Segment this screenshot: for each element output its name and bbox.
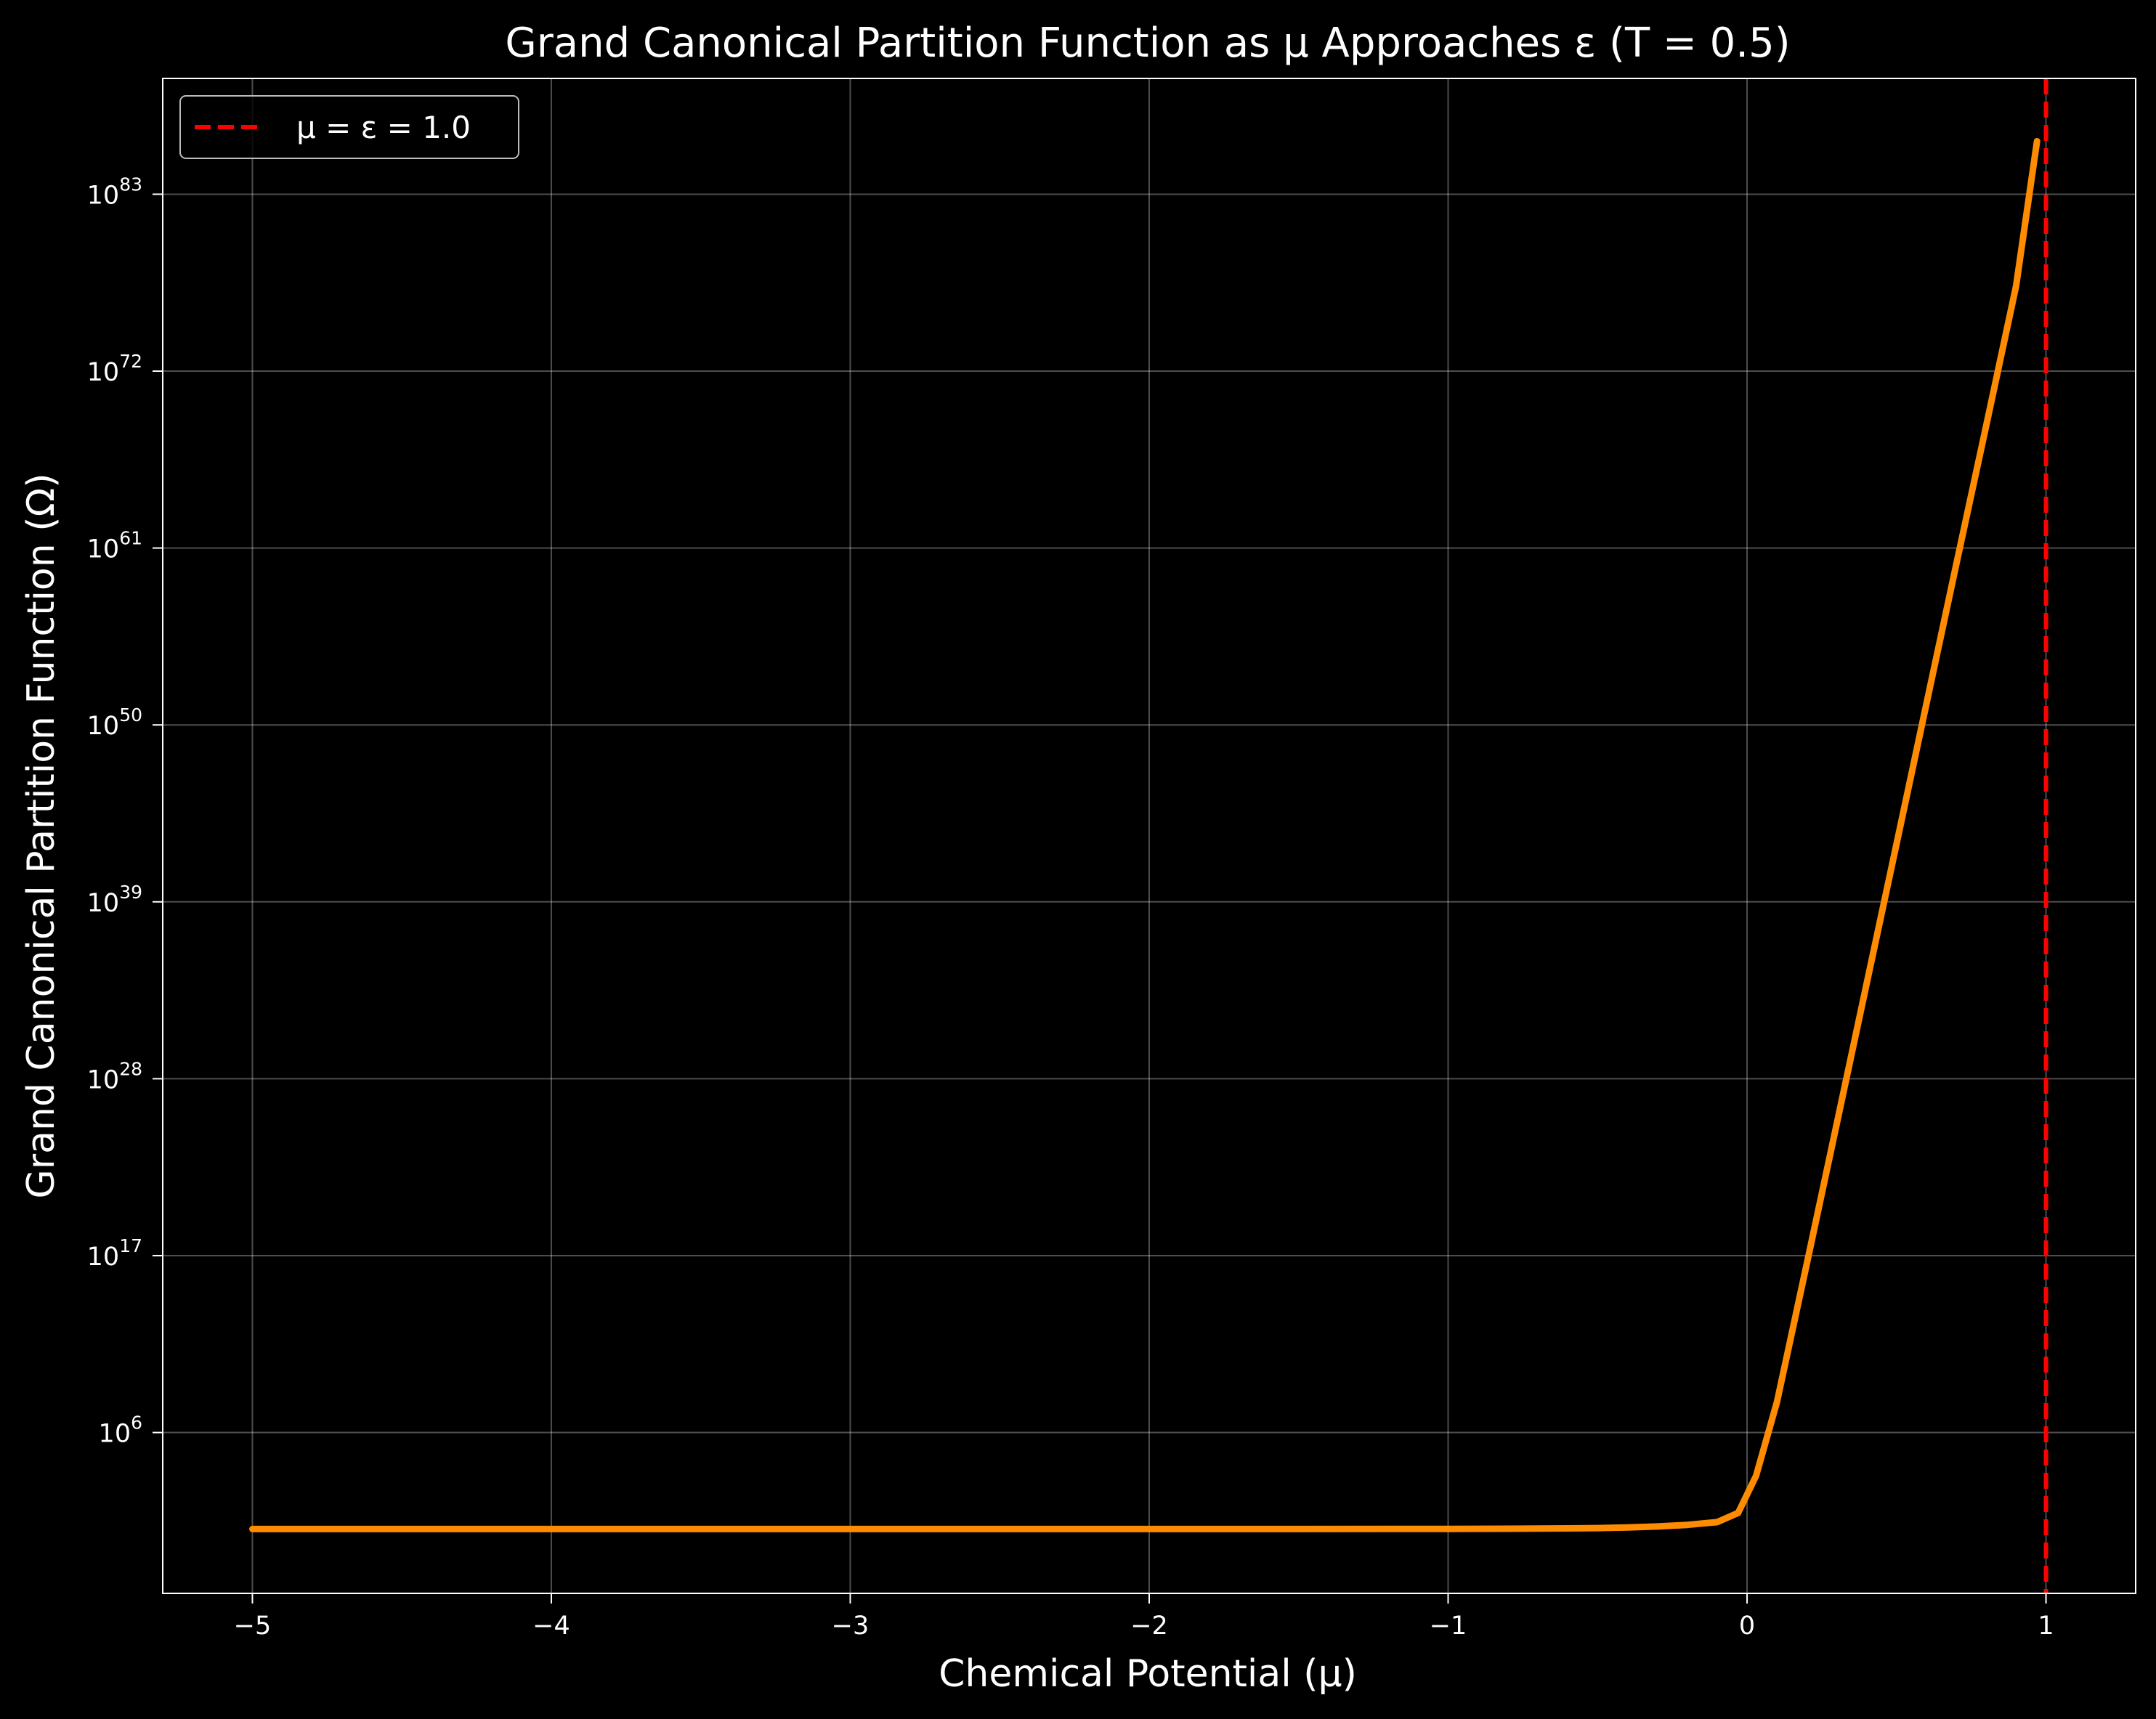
y-tick-label: 1017 xyxy=(87,1235,142,1272)
y-tick-label-base: 10 xyxy=(87,889,120,918)
y-tick-label-exponent: 72 xyxy=(119,351,142,372)
series-line xyxy=(249,137,2040,1532)
y-tick-label-exponent: 83 xyxy=(119,174,142,195)
x-tick-label: 0 xyxy=(1739,1612,1755,1641)
series-layer xyxy=(249,137,2040,1532)
y-tick-label-exponent: 50 xyxy=(119,704,142,726)
x-axis-ticks: −5 −4 −3 −2 −1 0 1 xyxy=(234,1593,2054,1641)
x-tick-label: −2 xyxy=(1130,1612,1168,1641)
y-tick-label-base: 10 xyxy=(99,1420,131,1449)
y-tick-label-exponent: 28 xyxy=(119,1058,142,1079)
x-axis-label: Chemical Potential (μ) xyxy=(939,1652,1357,1696)
y-tick-label: 1072 xyxy=(87,351,142,387)
chart-title: Grand Canonical Partition Function as μ … xyxy=(505,20,1790,67)
y-tick-label-base: 10 xyxy=(87,358,120,387)
y-tick-label-base: 10 xyxy=(87,1065,120,1094)
x-tick-label: −1 xyxy=(1430,1612,1467,1641)
y-tick-label: 1061 xyxy=(87,528,142,564)
y-tick-label-base: 10 xyxy=(87,712,120,741)
y-tick-label-exponent: 39 xyxy=(119,882,142,903)
legend-box xyxy=(179,95,519,159)
y-tick-label: 1028 xyxy=(87,1058,142,1094)
legend: μ = ε = 1.0 xyxy=(179,95,519,159)
y-tick-label-exponent: 61 xyxy=(119,528,142,549)
plot-area xyxy=(162,78,2136,1594)
y-tick-label-base: 10 xyxy=(87,1243,120,1272)
y-axis-label: Grand Canonical Partition Function (Ω) xyxy=(20,473,63,1198)
plot-background xyxy=(163,78,2136,1593)
x-tick-label: −3 xyxy=(832,1612,870,1641)
y-tick-label: 1050 xyxy=(87,704,142,741)
x-tick-label: 1 xyxy=(2038,1612,2054,1641)
y-tick-label: 1083 xyxy=(87,174,142,210)
x-tick-label: −4 xyxy=(532,1612,570,1641)
y-tick-label: 1039 xyxy=(87,882,142,918)
y-tick-label-exponent: 6 xyxy=(131,1413,142,1434)
x-tick-label: −5 xyxy=(234,1612,272,1641)
y-tick-label-base: 10 xyxy=(87,535,120,564)
y-tick-label: 106 xyxy=(99,1413,142,1449)
legend-label-reference-line: μ = ε = 1.0 xyxy=(296,110,471,145)
y-tick-label-base: 10 xyxy=(87,181,120,210)
y-tick-label-exponent: 17 xyxy=(119,1235,142,1256)
